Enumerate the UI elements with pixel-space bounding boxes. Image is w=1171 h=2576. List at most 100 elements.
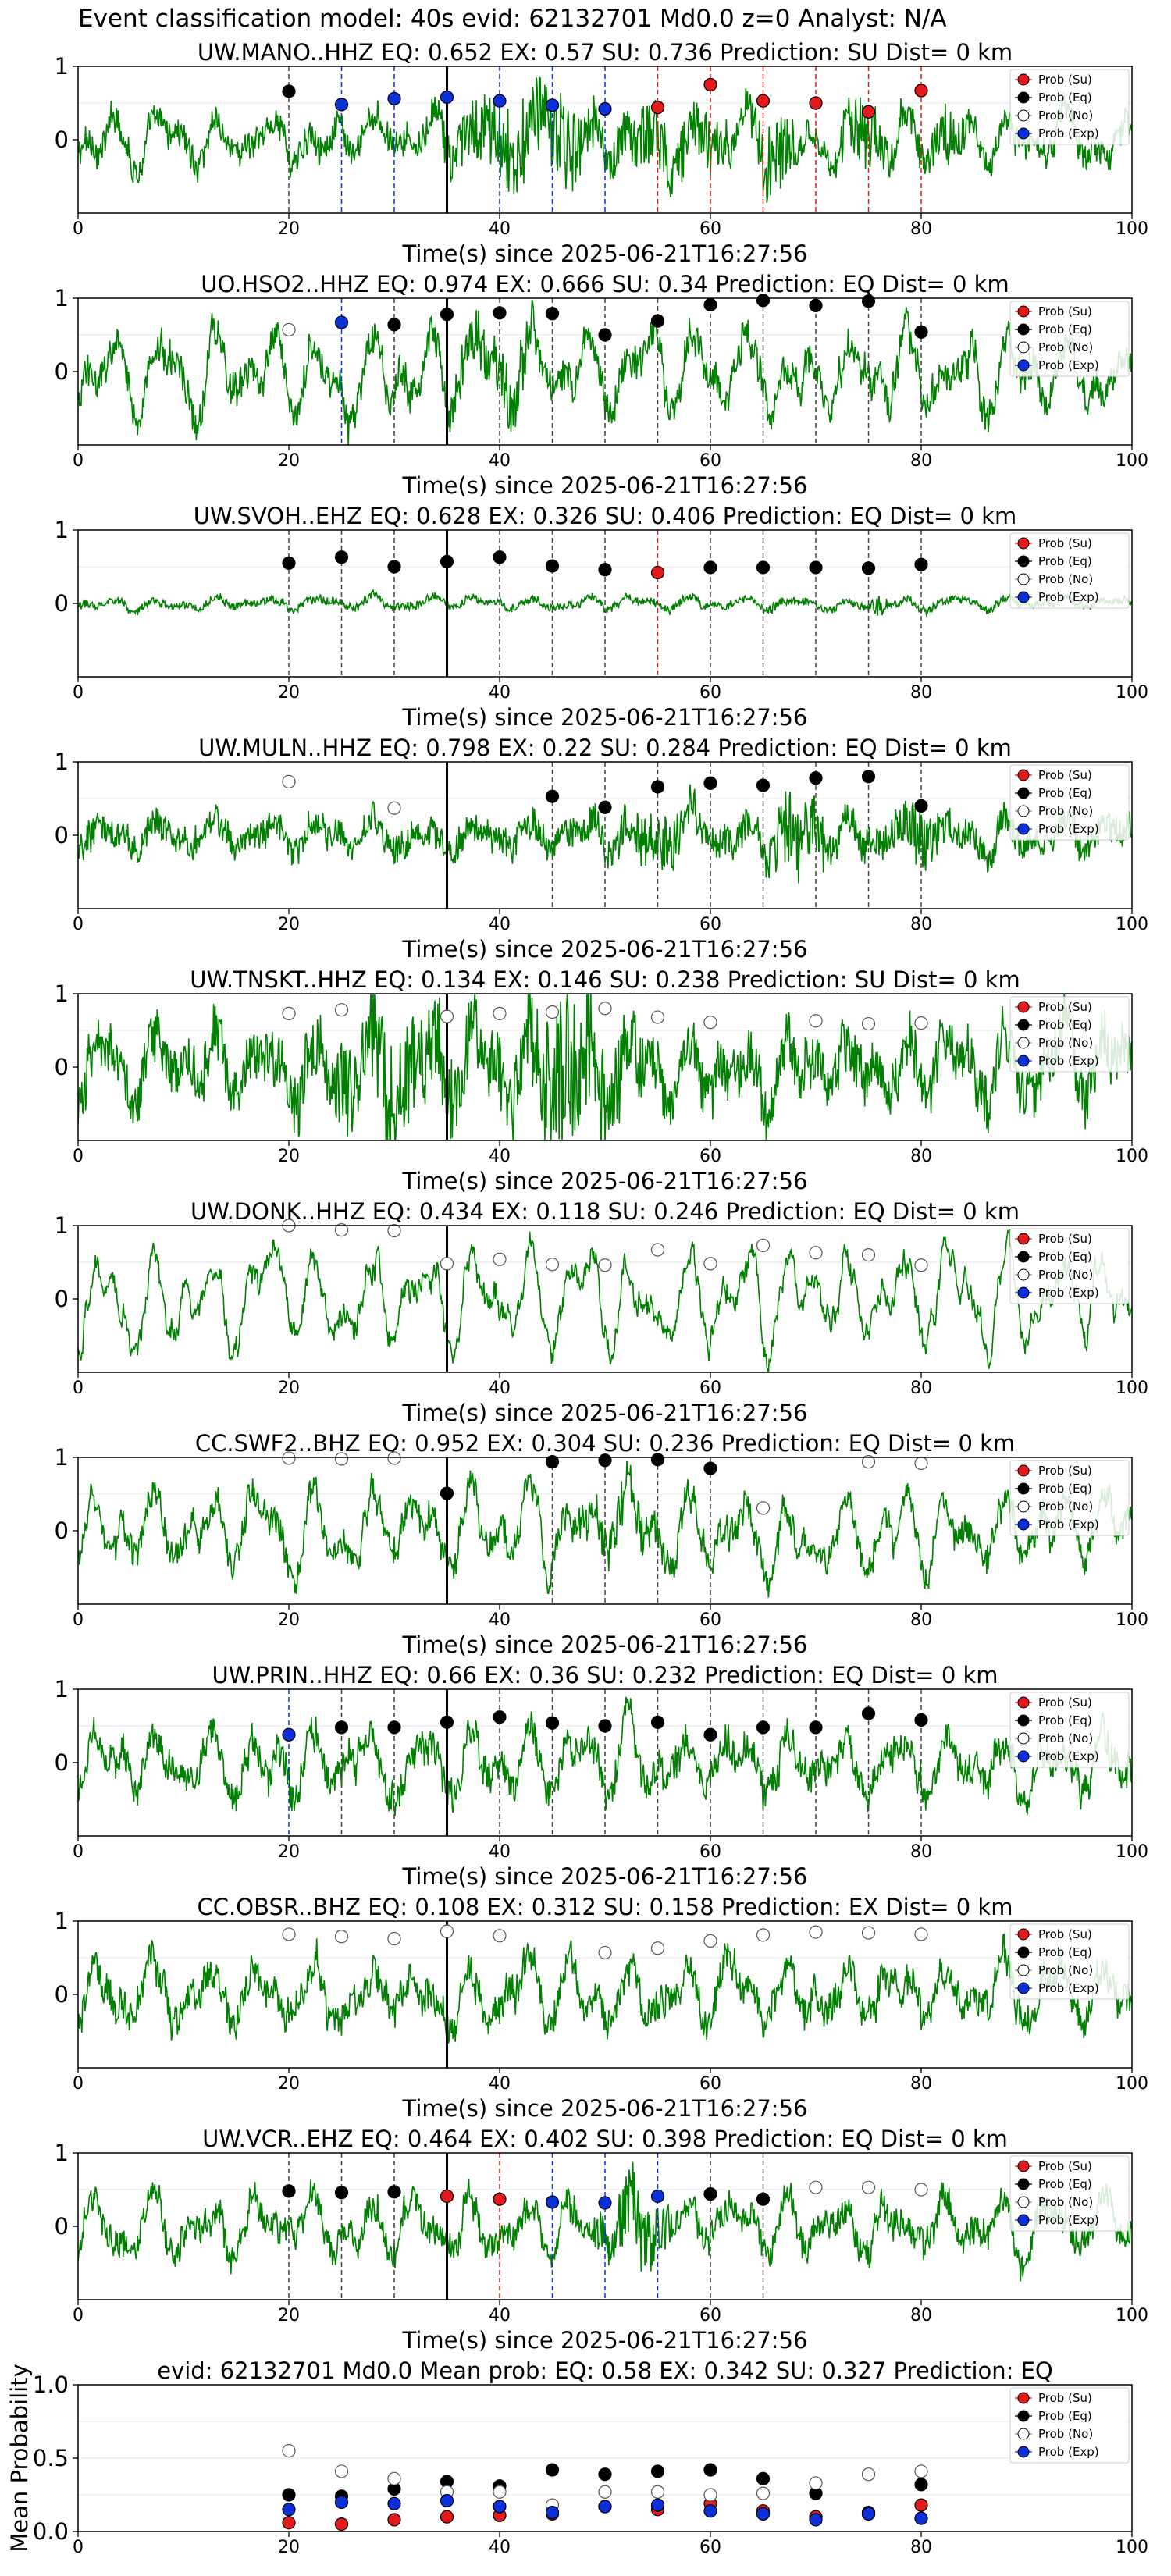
prob-point-eq xyxy=(440,308,454,322)
legend-marker xyxy=(1017,591,1030,603)
prob-point-eq xyxy=(387,318,401,332)
legend-marker xyxy=(1017,1964,1030,1976)
prob-point-no xyxy=(809,2180,823,2194)
prob-point-no xyxy=(703,1257,717,1271)
prob-point-no xyxy=(282,774,296,788)
x-tick-label: 80 xyxy=(910,683,932,703)
x-tick-label: 60 xyxy=(699,683,721,703)
y-tick-label: 1 xyxy=(55,1676,69,1703)
y-tick-label: 0.0 xyxy=(33,2518,69,2545)
plot-area xyxy=(78,66,1132,213)
prob-point-no xyxy=(387,1931,401,1946)
mean-prob-point-exp xyxy=(493,2500,507,2514)
x-tick-label: 20 xyxy=(278,2074,300,2094)
legend-marker xyxy=(1017,359,1030,372)
legend-label: Prob (Exp) xyxy=(1038,1981,1099,1995)
legend-label: Prob (Eq) xyxy=(1038,1018,1092,1032)
prob-point-eq xyxy=(545,789,560,803)
prob-point-eq xyxy=(650,780,665,794)
prob-point-no xyxy=(440,1924,454,1938)
legend-label: Prob (Exp) xyxy=(1038,1286,1099,1300)
prob-point-eq xyxy=(914,325,928,339)
prob-point-eq xyxy=(914,799,928,813)
mean-prob-point-no xyxy=(334,2464,349,2478)
mean-prob-point-exp xyxy=(809,2513,823,2527)
legend-label: Prob (No) xyxy=(1038,1963,1093,1977)
station-panel-UW.SVOH..EHZ: UW.SVOH..EHZ EQ: 0.628 EX: 0.326 SU: 0.4… xyxy=(55,503,1148,731)
summary-panel: evid: 62132701 Md0.0 Mean prob: EQ: 0.58… xyxy=(6,2357,1148,2557)
mean-prob-point-eq xyxy=(650,2464,665,2478)
x-tick-label: 0 xyxy=(73,1147,84,1166)
legend-label: Prob (No) xyxy=(1038,572,1093,586)
prob-point-eq xyxy=(756,560,771,575)
y-tick-label: 1.0 xyxy=(33,2371,69,2398)
legend-marker xyxy=(1017,2428,1030,2440)
prob-point-no xyxy=(650,1243,665,1257)
legend-label: Prob (No) xyxy=(1038,340,1093,354)
y-tick-label: 1 xyxy=(55,749,69,775)
prob-point-eq xyxy=(387,1720,401,1735)
plot-area xyxy=(78,1689,1132,1836)
y-tick-label: 1 xyxy=(55,285,69,311)
mean-prob-point-eq xyxy=(756,2471,771,2485)
y-tick-label: 0 xyxy=(55,1981,69,2008)
prob-point-no xyxy=(493,1006,507,1020)
station-panel-UW.DONK..HHZ: UW.DONK..HHZ EQ: 0.434 EX: 0.118 SU: 0.2… xyxy=(55,1198,1148,1426)
legend-box xyxy=(1009,1228,1130,1304)
prob-point-no xyxy=(809,1246,823,1260)
x-tick-label: 40 xyxy=(489,2074,511,2094)
prob-point-eq xyxy=(545,1455,560,1469)
mean-prob-point-no xyxy=(493,2485,507,2499)
legend-marker xyxy=(1017,1500,1030,1513)
prob-point-eq xyxy=(282,2184,296,2198)
prob-point-su xyxy=(650,101,665,115)
x-tick-label: 100 xyxy=(1116,683,1148,703)
mean-prob-point-exp xyxy=(334,2495,349,2509)
legend-marker xyxy=(1017,2410,1030,2422)
x-tick-label: 40 xyxy=(489,2306,511,2325)
x-axis-label: Time(s) since 2025-06-21T16:27:56 xyxy=(402,704,808,731)
y-tick-label: 0 xyxy=(55,822,69,849)
x-tick-label: 0 xyxy=(73,1842,84,1862)
legend-label: Prob (Eq) xyxy=(1038,322,1092,336)
legend-box xyxy=(1009,1923,1130,2000)
prob-point-eq xyxy=(703,1727,717,1742)
legend-label: Prob (Eq) xyxy=(1038,1482,1092,1496)
y-tick-label: 0 xyxy=(55,126,69,153)
mean-prob-point-exp xyxy=(598,2500,612,2514)
legend-label: Prob (Eq) xyxy=(1038,554,1092,568)
x-tick-label: 40 xyxy=(489,1610,511,1630)
mean-prob-point-exp xyxy=(650,2498,665,2512)
waveform-trace xyxy=(78,784,1132,884)
prob-point-no xyxy=(282,1451,296,1465)
prob-point-eq xyxy=(703,297,717,312)
station-panel-UW.MANO..HHZ: UW.MANO..HHZ EQ: 0.652 EX: 0.57 SU: 0.73… xyxy=(55,39,1148,267)
y-tick-label: 0 xyxy=(55,1286,69,1312)
y-tick-label: 0 xyxy=(55,2213,69,2240)
legend-box xyxy=(1009,69,1130,145)
panel-title: UW.DONK..HHZ EQ: 0.434 EX: 0.118 SU: 0.2… xyxy=(190,1198,1020,1225)
prob-point-eq xyxy=(440,554,454,569)
prob-point-no xyxy=(756,1928,771,1942)
legend-box xyxy=(1009,2387,1130,2464)
prob-point-exp xyxy=(493,94,507,108)
legend-marker xyxy=(1017,109,1030,122)
x-tick-label: 0 xyxy=(73,1379,84,1398)
legend-marker xyxy=(1017,769,1030,781)
mean-prob-point-no xyxy=(861,2467,876,2482)
prob-point-no xyxy=(861,1455,876,1469)
prob-point-eq xyxy=(703,2187,717,2201)
x-tick-label: 100 xyxy=(1116,451,1148,471)
x-tick-label: 80 xyxy=(910,2306,932,2325)
mean-prob-point-exp xyxy=(387,2496,401,2510)
legend-marker xyxy=(1017,1037,1030,1049)
mean-prob-point-no xyxy=(809,2476,823,2490)
legend-marker xyxy=(1017,2160,1030,2172)
prob-point-eq xyxy=(440,1715,454,1729)
mean-prob-point-eq xyxy=(914,2478,928,2492)
legend-marker xyxy=(1017,341,1030,354)
legend-label: Prob (Eq) xyxy=(1038,1945,1092,1959)
x-tick-label: 0 xyxy=(73,1610,84,1630)
station-panel-UW.PRIN..HHZ: UW.PRIN..HHZ EQ: 0.66 EX: 0.36 SU: 0.232… xyxy=(55,1662,1148,1890)
